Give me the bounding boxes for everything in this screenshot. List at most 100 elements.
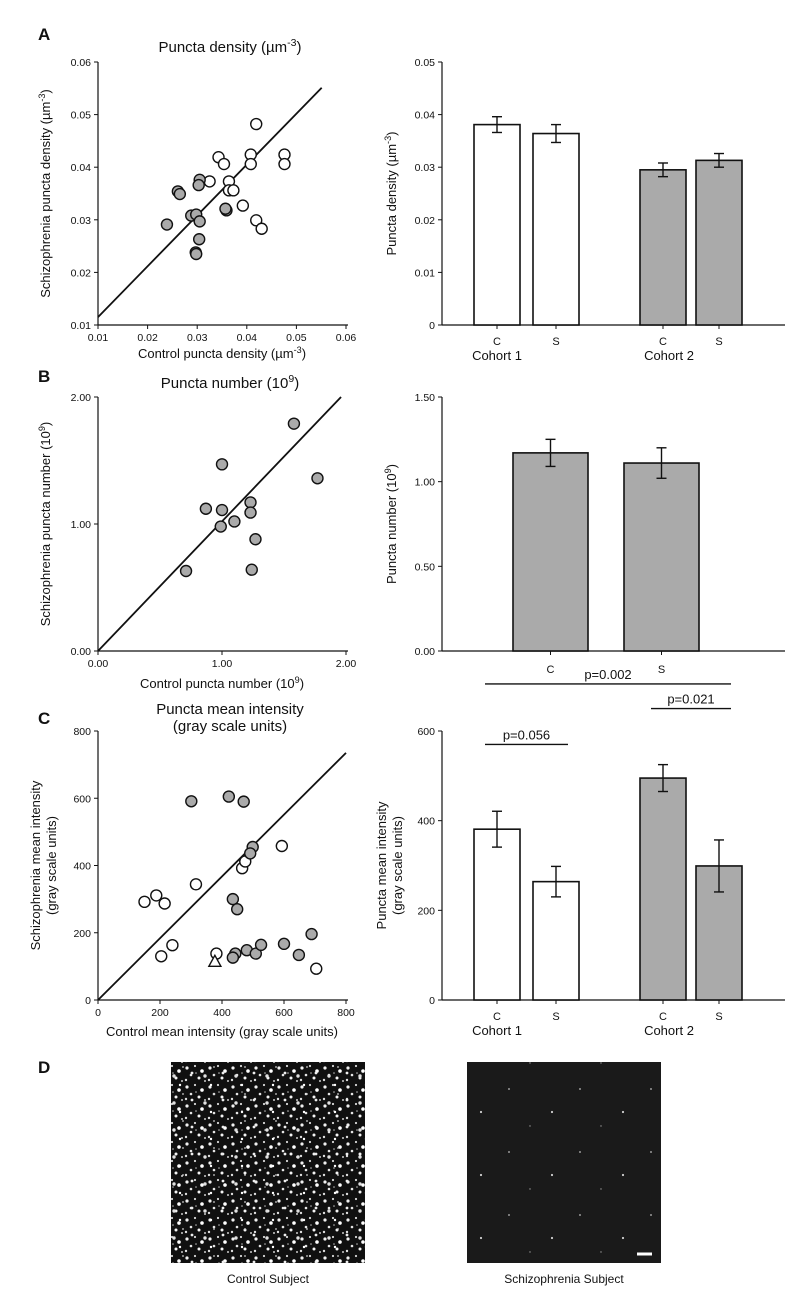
data-point (179, 564, 193, 578)
y-axis-label: Puncta density (µm-3) (383, 132, 399, 256)
data-point (275, 839, 289, 853)
data-point (236, 199, 250, 212)
data-point (244, 496, 257, 509)
x-tick-label: 400 (213, 1007, 231, 1019)
category-label: C (493, 1011, 501, 1023)
y-tick-label: 0.00 (415, 646, 436, 658)
y-tick-label: 200 (417, 905, 435, 917)
bar (512, 452, 589, 652)
data-point (138, 895, 151, 909)
data-point (203, 175, 216, 188)
y-tick-label: 0.06 (71, 57, 92, 69)
data-point (192, 178, 205, 192)
data-point (193, 215, 206, 228)
data-point (310, 962, 323, 975)
chart-mean-intensity-scatter: Puncta mean intensity(gray scale units)0… (28, 701, 355, 1039)
x-tick-label: 0.03 (187, 332, 208, 344)
data-point (217, 157, 231, 171)
data-point (222, 790, 236, 803)
data-point (254, 938, 268, 952)
scatter-title: Puncta number (109) (161, 373, 299, 392)
significance-label: p=0.021 (667, 692, 714, 707)
data-point (219, 202, 232, 215)
y-tick-label: 600 (73, 793, 91, 805)
y-tick-label: 1.00 (415, 477, 436, 489)
x-tick-label: 0.04 (237, 332, 258, 344)
group-label: Cohort 2 (644, 348, 694, 363)
identity-line (97, 87, 323, 318)
panel-label-b: B (38, 367, 50, 386)
y-tick-label: 0.05 (415, 57, 436, 69)
data-point (226, 892, 240, 906)
x-axis-label: Control puncta density (µm-3) (138, 345, 306, 361)
data-point (192, 233, 206, 246)
category-label: S (715, 1011, 722, 1023)
data-point (287, 417, 301, 430)
chart-puncta-number-scatter: Puncta number (109) 0.00 1.00 2.00 0.00 1.00 2… (37, 373, 356, 691)
category-label: S (552, 1011, 559, 1023)
data-point (292, 948, 306, 962)
data-point (227, 184, 240, 197)
y-tick-label: 400 (417, 816, 435, 828)
y-tick-label: 600 (417, 726, 435, 738)
data-point (160, 218, 174, 231)
category-label: S (715, 336, 722, 348)
x-tick-label: 600 (275, 1007, 293, 1019)
data-point (249, 533, 262, 546)
micrograph-schizophrenia (467, 1062, 661, 1263)
data-point (199, 502, 213, 515)
caption-schizophrenia-subject: Schizophrenia Subject (504, 1272, 624, 1286)
bar (473, 828, 521, 1001)
chart-puncta-density-bars: 0 0.01 0.02 0.03 0.04 0.05 Puncta density (µm-… (383, 57, 785, 363)
y-tick-label: 0.03 (415, 162, 436, 174)
y-tick-label: 0.02 (71, 267, 92, 279)
bar (639, 169, 687, 326)
data-point (173, 187, 187, 201)
x-tick-label: 0.00 (88, 658, 109, 670)
y-tick-label: 0.02 (415, 215, 436, 227)
y-tick-label: 0.03 (71, 215, 92, 227)
data-point (278, 157, 291, 171)
x-tick-label: 200 (151, 1007, 169, 1019)
y-tick-label: 2.00 (71, 392, 92, 404)
y-tick-label: 1.00 (71, 519, 92, 531)
bar (532, 880, 580, 1001)
x-tick-label: 0.02 (137, 332, 158, 344)
data-point (166, 938, 179, 952)
x-tick-label: 0.01 (88, 332, 109, 344)
panel-label-a: A (38, 25, 50, 44)
group-label: Cohort 1 (472, 1023, 522, 1038)
panel-label-c: C (38, 709, 50, 728)
x-axis-label: Control puncta number (109) (140, 675, 304, 691)
data-point (230, 903, 244, 916)
y-tick-label: 200 (73, 928, 91, 940)
data-point-triangle (207, 953, 223, 968)
significance-label: p=0.056 (503, 727, 550, 742)
data-point (150, 889, 163, 902)
x-axis-label: Control mean intensity (gray scale units… (106, 1024, 338, 1039)
x-tick-label: 800 (337, 1007, 355, 1019)
y-axis-label: Schizophrenia puncta density (µm-3) (37, 89, 53, 298)
identity-line (97, 752, 347, 1001)
x-tick-label: 0 (95, 1007, 101, 1019)
y-tick-label: 0.50 (415, 561, 436, 573)
panel-label-d: D (38, 1058, 50, 1077)
data-point (228, 515, 241, 528)
category-label: C (659, 336, 667, 348)
scatter-title: Puncta density (µm-3) (158, 37, 301, 56)
y-axis-label-line: (gray scale units) (390, 816, 405, 915)
y-axis-label: Puncta number (109) (383, 464, 399, 584)
group-label: Cohort 1 (472, 348, 522, 363)
category-label: S (552, 336, 559, 348)
data-point (190, 247, 203, 261)
data-point (155, 950, 168, 963)
data-point (311, 472, 324, 485)
data-point (255, 222, 268, 235)
data-point (244, 157, 257, 171)
x-tick-label: 0.06 (336, 332, 357, 344)
y-tick-label: 0.01 (71, 320, 92, 332)
bar (623, 462, 700, 652)
micrograph-control (171, 1062, 365, 1263)
y-axis-label-line: (gray scale units) (44, 816, 59, 915)
